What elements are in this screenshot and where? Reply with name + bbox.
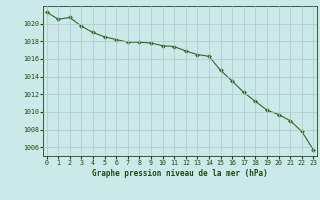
- X-axis label: Graphe pression niveau de la mer (hPa): Graphe pression niveau de la mer (hPa): [92, 169, 268, 178]
